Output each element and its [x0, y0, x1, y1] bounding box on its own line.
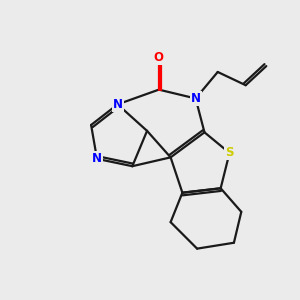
Text: S: S [225, 146, 234, 159]
Text: O: O [154, 51, 164, 64]
Text: N: N [112, 98, 123, 111]
Text: N: N [190, 92, 201, 105]
Text: N: N [92, 152, 102, 165]
